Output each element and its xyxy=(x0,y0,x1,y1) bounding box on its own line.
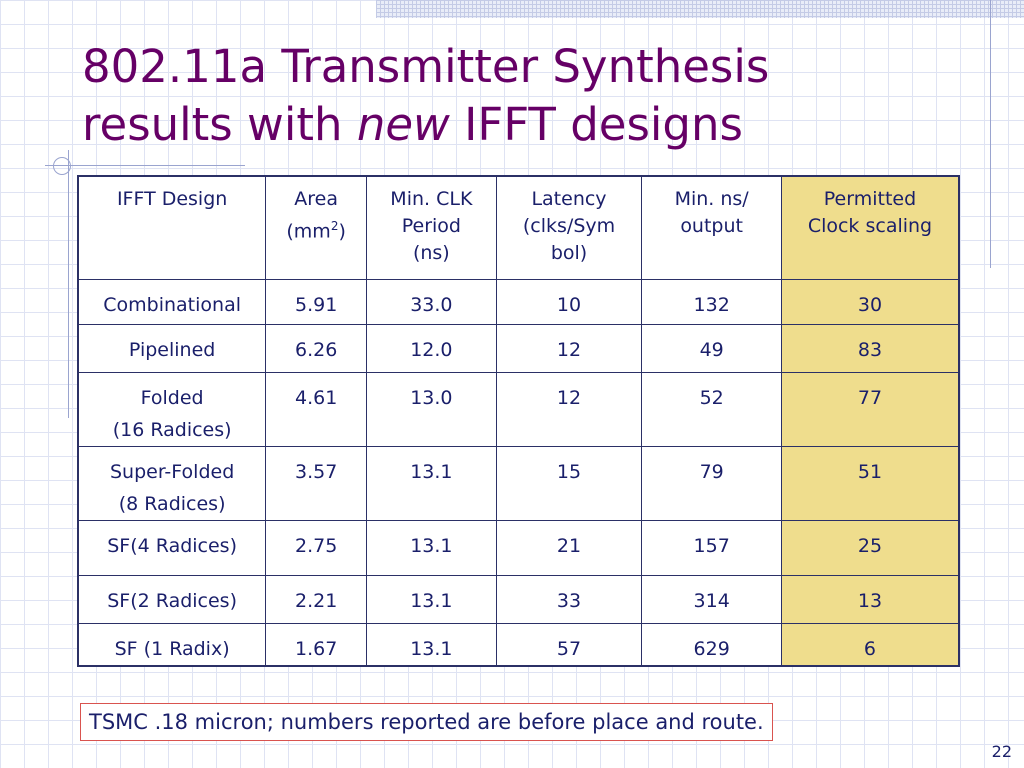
cell-ns-output: 79 xyxy=(641,445,782,521)
table-row: Super-Folded (8 Radices) 3.57 13.1 15 79… xyxy=(77,445,960,521)
header-latency-line-3: bol) xyxy=(550,242,588,264)
cell-ns-output: 132 xyxy=(641,278,782,325)
cell-latency: 10 xyxy=(495,278,643,325)
cell-ns-output: 52 xyxy=(641,371,782,447)
table-row: SF(4 Radices) 2.75 13.1 21 157 25 xyxy=(77,519,960,576)
decorative-vertical-line-left xyxy=(68,150,69,418)
cell-design: SF(4 Radices) xyxy=(77,519,267,576)
cell-latency: 33 xyxy=(495,574,643,624)
title-line-1: 802.11a Transmitter Synthesis xyxy=(82,40,770,93)
header-clk-line-2: Period xyxy=(401,215,461,237)
cell-ns-output: 629 xyxy=(641,622,782,666)
design-name: Pipelined xyxy=(128,338,216,361)
footnote-text: TSMC .18 micron; numbers reported are be… xyxy=(89,710,764,734)
table-row: SF(2 Radices) 2.21 13.1 33 314 13 xyxy=(77,574,960,624)
cell-clk: 13.0 xyxy=(366,371,497,447)
cell-clk: 12.0 xyxy=(366,323,497,373)
table-header-row: IFFT Design Area (mm2) Min. CLK Period (… xyxy=(77,175,960,280)
decorative-vertical-line-right xyxy=(990,0,991,268)
decorative-horizontal-line xyxy=(45,165,245,166)
cell-latency: 12 xyxy=(495,371,643,447)
header-area: Area (mm2) xyxy=(265,175,368,280)
design-name: SF(4 Radices) xyxy=(107,534,237,557)
cell-area: 3.57 xyxy=(265,445,368,521)
header-ns-line-2: output xyxy=(680,215,743,237)
cell-design: Combinational xyxy=(77,278,267,325)
header-area-unit-superscript: 2 xyxy=(330,219,339,233)
header-ifft-design: IFFT Design xyxy=(77,175,267,280)
table-row: Combinational 5.91 33.0 10 132 30 xyxy=(77,278,960,325)
cell-area: 4.61 xyxy=(265,371,368,447)
cell-ns-output: 314 xyxy=(641,574,782,624)
header-scaling-line-2: Clock scaling xyxy=(807,215,933,237)
design-name: SF(2 Radices) xyxy=(107,589,237,612)
cell-design: SF(2 Radices) xyxy=(77,574,267,624)
cell-clk: 33.0 xyxy=(366,278,497,325)
header-clk-line-1: Min. CLK xyxy=(390,188,473,210)
cell-design: Pipelined xyxy=(77,323,267,373)
header-ifft-design-label: IFFT Design xyxy=(116,188,228,210)
cell-scaling: 6 xyxy=(780,622,960,666)
cell-area: 2.21 xyxy=(265,574,368,624)
cell-area: 2.75 xyxy=(265,519,368,576)
slide-title: 802.11a Transmitter Synthesis results wi… xyxy=(82,38,982,154)
design-name: Super-Folded xyxy=(109,460,235,483)
cell-clk: 13.1 xyxy=(366,622,497,666)
cell-scaling: 25 xyxy=(780,519,960,576)
page-number: 22 xyxy=(991,742,1012,761)
header-min-ns-output: Min. ns/ output xyxy=(641,175,782,280)
cell-clk: 13.1 xyxy=(366,574,497,624)
header-latency-line-2: (clks/Sym xyxy=(522,215,616,237)
top-decorative-band xyxy=(376,0,1024,18)
cell-latency: 15 xyxy=(495,445,643,521)
cell-scaling: 30 xyxy=(780,278,960,325)
cell-scaling: 83 xyxy=(780,323,960,373)
cell-ns-output: 157 xyxy=(641,519,782,576)
cell-clk: 13.1 xyxy=(366,519,497,576)
decorative-circle-icon xyxy=(53,157,71,175)
cell-ns-output: 49 xyxy=(641,323,782,373)
header-min-clk-period: Min. CLK Period (ns) xyxy=(366,175,497,280)
header-scaling-line-1: Permitted xyxy=(823,188,917,210)
synthesis-results-table: IFFT Design Area (mm2) Min. CLK Period (… xyxy=(77,175,960,667)
title-line-2-prefix: results with xyxy=(82,98,357,151)
design-name: Folded xyxy=(140,386,204,409)
cell-area: 6.26 xyxy=(265,323,368,373)
cell-area: 1.67 xyxy=(265,622,368,666)
cell-scaling: 13 xyxy=(780,574,960,624)
design-name: SF (1 Radix) xyxy=(114,637,230,660)
cell-scaling: 77 xyxy=(780,371,960,447)
cell-design: Folded (16 Radices) xyxy=(77,371,267,447)
table-row: Pipelined 6.26 12.0 12 49 83 xyxy=(77,323,960,373)
cell-latency: 21 xyxy=(495,519,643,576)
cell-scaling: 51 xyxy=(780,445,960,521)
header-area-label: Area xyxy=(294,188,339,210)
header-ns-line-1: Min. ns/ xyxy=(674,188,749,210)
cell-design: Super-Folded (8 Radices) xyxy=(77,445,267,521)
cell-design: SF (1 Radix) xyxy=(77,622,267,666)
title-line-2-suffix: IFFT designs xyxy=(449,98,743,151)
design-subtitle: (8 Radices) xyxy=(118,492,226,515)
header-area-unit-suffix: ) xyxy=(338,220,346,243)
cell-latency: 57 xyxy=(495,622,643,666)
title-emphasis: new xyxy=(356,98,450,151)
header-permitted-clock-scaling: Permitted Clock scaling xyxy=(780,175,960,280)
cell-clk: 13.1 xyxy=(366,445,497,521)
footnote-box: TSMC .18 micron; numbers reported are be… xyxy=(80,703,773,741)
cell-latency: 12 xyxy=(495,323,643,373)
table-row: Folded (16 Radices) 4.61 13.0 12 52 77 xyxy=(77,371,960,447)
header-area-unit-prefix: (mm xyxy=(286,220,331,243)
header-clk-line-3: (ns) xyxy=(412,242,450,264)
design-subtitle: (16 Radices) xyxy=(112,418,232,441)
design-name: Combinational xyxy=(103,293,241,316)
header-latency: Latency (clks/Sym bol) xyxy=(495,175,643,280)
table-row: SF (1 Radix) 1.67 13.1 57 629 6 xyxy=(77,622,960,666)
header-latency-line-1: Latency xyxy=(531,188,607,210)
cell-area: 5.91 xyxy=(265,278,368,325)
